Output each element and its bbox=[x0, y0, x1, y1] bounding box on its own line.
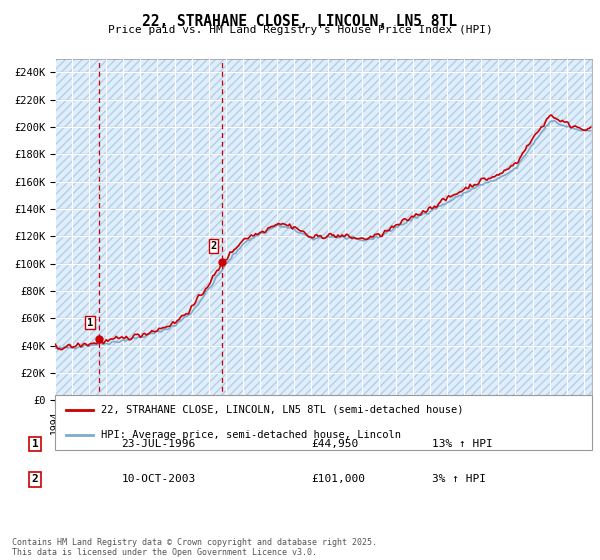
Bar bbox=[55, 72, 592, 100]
Bar bbox=[55, 291, 592, 319]
Bar bbox=[55, 346, 592, 373]
Bar bbox=[55, 155, 592, 182]
Text: 3% ↑ HPI: 3% ↑ HPI bbox=[433, 474, 487, 484]
Text: 22, STRAHANE CLOSE, LINCOLN, LN5 8TL: 22, STRAHANE CLOSE, LINCOLN, LN5 8TL bbox=[143, 14, 458, 29]
Text: 2: 2 bbox=[32, 474, 38, 484]
Text: Contains HM Land Registry data © Crown copyright and database right 2025.
This d: Contains HM Land Registry data © Crown c… bbox=[12, 538, 377, 557]
Text: 22, STRAHANE CLOSE, LINCOLN, LN5 8TL (semi-detached house): 22, STRAHANE CLOSE, LINCOLN, LN5 8TL (se… bbox=[101, 405, 463, 415]
Text: HPI: Average price, semi-detached house, Lincoln: HPI: Average price, semi-detached house,… bbox=[101, 430, 401, 440]
Text: 10-OCT-2003: 10-OCT-2003 bbox=[121, 474, 196, 484]
Text: 23-JUL-1996: 23-JUL-1996 bbox=[121, 439, 196, 449]
FancyBboxPatch shape bbox=[55, 395, 592, 450]
Bar bbox=[55, 100, 592, 127]
Text: £101,000: £101,000 bbox=[311, 474, 365, 484]
Bar bbox=[55, 127, 592, 155]
Text: £44,950: £44,950 bbox=[311, 439, 359, 449]
Text: 2: 2 bbox=[210, 241, 217, 251]
Bar bbox=[55, 236, 592, 264]
Bar bbox=[55, 264, 592, 291]
Bar bbox=[55, 59, 592, 72]
Text: 1: 1 bbox=[32, 439, 38, 449]
Text: Price paid vs. HM Land Registry's House Price Index (HPI): Price paid vs. HM Land Registry's House … bbox=[107, 25, 493, 35]
Text: 13% ↑ HPI: 13% ↑ HPI bbox=[433, 439, 493, 449]
Bar bbox=[55, 319, 592, 346]
Bar bbox=[55, 373, 592, 400]
Bar bbox=[55, 209, 592, 236]
Bar bbox=[55, 182, 592, 209]
Text: 1: 1 bbox=[87, 318, 93, 328]
